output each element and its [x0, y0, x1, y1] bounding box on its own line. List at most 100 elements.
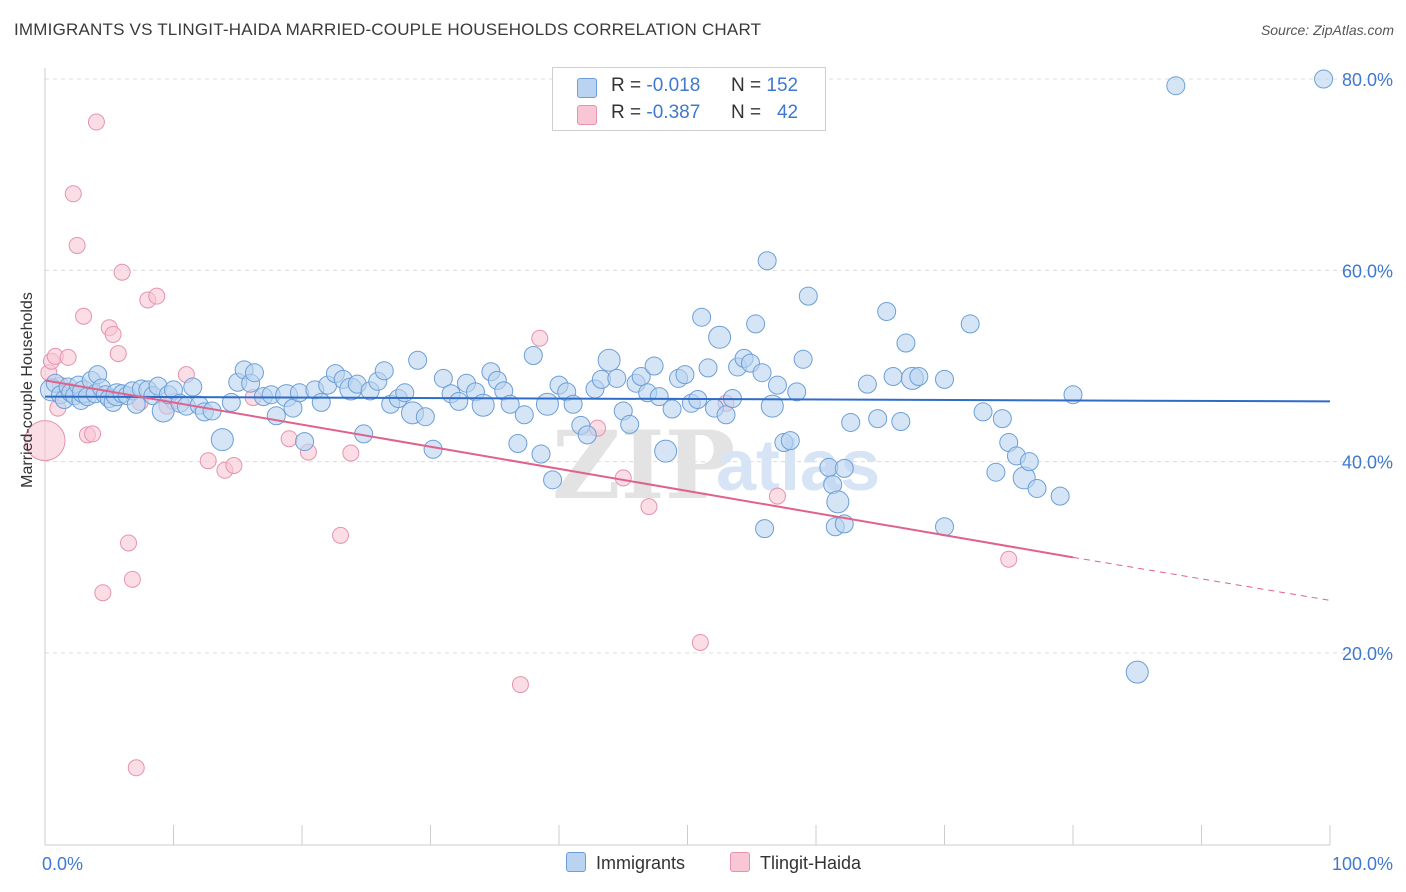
- immigrants-point: [1050, 486, 1070, 506]
- immigrants-point: [535, 392, 559, 416]
- immigrants-point: [508, 433, 528, 453]
- immigrants-point: [662, 399, 682, 419]
- tlingit-haida-points: [24, 113, 1018, 777]
- legend-n-label: N =: [731, 102, 762, 123]
- immigrants-point: [563, 394, 583, 414]
- tlingit-haida-point: [768, 487, 786, 505]
- immigrants-point: [692, 307, 712, 327]
- immigrants-point: [877, 301, 897, 321]
- bottom-legend-label-immigrants: Immigrants: [596, 853, 686, 873]
- immigrants-point: [935, 369, 954, 389]
- grid-lines: [45, 78, 1390, 654]
- immigrants-point: [767, 375, 787, 395]
- trend-lines: [44, 379, 1331, 601]
- legend-r-label: R =: [611, 75, 642, 96]
- immigrants-point: [755, 519, 775, 539]
- legend-swatch-immigrants: [577, 78, 597, 98]
- immigrants-point: [960, 314, 980, 334]
- legend-n-label: N =: [731, 75, 762, 96]
- tlingit-haida-point: [68, 236, 86, 254]
- immigrants-point: [523, 345, 543, 365]
- immigrants-point: [183, 377, 203, 397]
- chart-title: IMMIGRANTS VS TLINGIT-HAIDA MARRIED-COUP…: [14, 20, 762, 39]
- y-axis-title-wrap: Married-couple Households: [18, 190, 38, 590]
- immigrants-point: [746, 314, 766, 334]
- immigrants-trend-line: [44, 395, 1331, 403]
- tlingit-haida-point: [511, 676, 529, 694]
- immigrants-point: [883, 367, 903, 387]
- tlingit-haida-point: [94, 584, 112, 602]
- y-tick-label: 60.0%: [1342, 261, 1393, 281]
- immigrants-point: [1314, 69, 1334, 89]
- x-tick-label: 100.0%: [1332, 854, 1393, 874]
- legend-swatch-tlingit-haida: [577, 105, 597, 125]
- legend-r-value-immigrants: -0.018: [646, 75, 701, 96]
- bottom-legend-label-tlingit-haida: Tlingit-Haida: [760, 853, 862, 873]
- tlingit-haida-point: [127, 759, 145, 777]
- immigrants-point: [620, 414, 640, 434]
- tlingit-haida-point: [531, 329, 549, 347]
- immigrants-point: [295, 432, 315, 452]
- tlingit-haida-point: [84, 425, 102, 443]
- immigrants-point: [909, 367, 929, 387]
- y-axis-title: Married-couple Households: [19, 292, 36, 488]
- tlingit-haida-point: [109, 345, 127, 363]
- immigrants-point: [607, 368, 627, 388]
- tlingit-haida-point: [148, 287, 166, 305]
- immigrants-point: [289, 383, 309, 403]
- immigrants-point: [992, 409, 1012, 429]
- tick-labels: 20.0% 40.0% 60.0% 80.0% 0.0% 100.0%: [42, 70, 1393, 874]
- immigrants-points: [39, 69, 1334, 684]
- immigrants-point: [826, 490, 850, 514]
- immigrants-point: [531, 444, 551, 464]
- immigrants-point: [433, 368, 453, 388]
- immigrants-point: [935, 517, 954, 537]
- immigrants-point: [857, 374, 877, 394]
- immigrants-point: [891, 411, 911, 431]
- tlingit-haida-point: [342, 444, 360, 462]
- tlingit-haida-point: [123, 570, 141, 588]
- tlingit-haida-point: [1000, 550, 1018, 568]
- tlingit-haida-point: [24, 420, 66, 462]
- immigrants-point: [408, 350, 428, 370]
- tlingit-haida-trend-extension: [1072, 556, 1331, 601]
- immigrants-point: [973, 402, 993, 422]
- bottom-legend-tlingit-haida: Tlingit-Haida: [730, 852, 861, 874]
- immigrants-point: [1125, 660, 1149, 684]
- immigrants-point: [675, 365, 695, 385]
- immigrants-point: [649, 387, 669, 407]
- immigrants-point: [500, 394, 520, 414]
- immigrants-point: [841, 412, 861, 432]
- legend-r-value-tlingit-haida: -0.387: [646, 102, 701, 123]
- immigrants-point: [221, 392, 241, 412]
- y-tick-label: 20.0%: [1342, 644, 1393, 664]
- immigrants-point: [654, 439, 678, 463]
- immigrants-point: [1019, 452, 1039, 472]
- immigrants-point: [311, 392, 331, 412]
- bottom-legend-swatch-immigrants: [566, 852, 586, 872]
- immigrants-point: [793, 349, 813, 369]
- immigrants-point: [698, 358, 718, 378]
- bottom-legend-swatch-tlingit-haida: [730, 852, 750, 872]
- tlingit-haida-point: [199, 452, 217, 470]
- tlingit-haida-point: [280, 430, 298, 448]
- immigrants-point: [752, 363, 772, 383]
- tlingit-haida-point: [332, 526, 350, 544]
- immigrants-point: [597, 348, 621, 372]
- tlingit-haida-point: [640, 498, 658, 516]
- immigrants-point: [716, 405, 736, 425]
- legend-n-value-immigrants: 152: [766, 75, 799, 96]
- x-tick-label: 0.0%: [42, 854, 83, 874]
- immigrants-point: [1027, 478, 1047, 498]
- immigrants-point: [798, 286, 818, 306]
- immigrants-point: [896, 333, 916, 353]
- tlingit-haida-point: [120, 534, 138, 552]
- y-tick-label: 80.0%: [1342, 70, 1393, 90]
- immigrants-point: [760, 394, 784, 418]
- immigrants-point: [1063, 385, 1083, 405]
- immigrants-point: [514, 405, 534, 425]
- legend-n-value-tlingit-haida: 42: [776, 102, 799, 123]
- immigrants-point: [708, 325, 732, 349]
- immigrants-point: [644, 356, 664, 376]
